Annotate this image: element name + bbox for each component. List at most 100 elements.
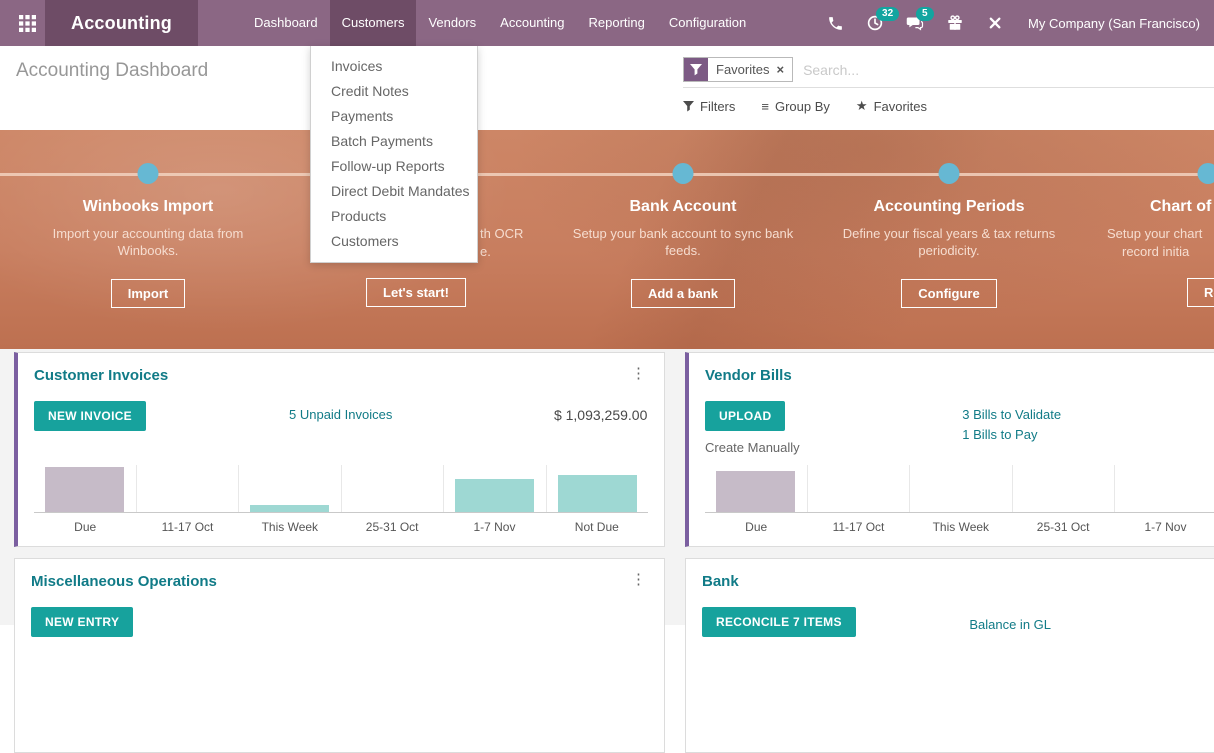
- menu-follow-up-reports[interactable]: Follow-up Reports: [311, 154, 477, 179]
- chart-bar: [558, 475, 637, 512]
- chart-bar: [455, 479, 534, 512]
- nav-vendors[interactable]: Vendors: [416, 0, 488, 46]
- step-ocr-text-fragment: th OCR: [480, 226, 523, 241]
- step-description: Define your fiscal years & tax returns p…: [830, 225, 1068, 259]
- add-a-bank-button[interactable]: Add a bank: [631, 279, 735, 308]
- chart-bar: [45, 467, 124, 512]
- misc-operations-card: Miscellaneous Operations ⋮ NEW ENTRY: [14, 558, 665, 753]
- menu-payments[interactable]: Payments: [311, 104, 477, 129]
- chart-axis-label: 25-31 Oct: [341, 520, 443, 534]
- search-facet-favorites[interactable]: Favorites ×: [683, 57, 793, 82]
- review-button[interactable]: Rev: [1187, 278, 1214, 307]
- step-ocr-text-fragment: e.: [480, 244, 491, 259]
- customers-dropdown-menu: Invoices Credit Notes Payments Batch Pay…: [310, 46, 478, 263]
- kebab-menu-icon[interactable]: ⋮: [629, 367, 648, 381]
- new-invoice-button[interactable]: NEW INVOICE: [34, 401, 146, 431]
- import-button[interactable]: Import: [111, 279, 185, 308]
- card-title[interactable]: Customer Invoices: [34, 367, 168, 384]
- chart-axis-label: This Week: [239, 520, 341, 534]
- main-menu: Dashboard Customers Vendors Accounting R…: [242, 0, 758, 46]
- kebab-menu-icon[interactable]: ⋮: [629, 573, 648, 587]
- messages-chat-icon[interactable]: 5: [900, 0, 930, 46]
- phone-icon[interactable]: [820, 0, 850, 46]
- bills-mini-chart: Due 11-17 Oct This Week 25-31 Oct 1-7 No…: [705, 465, 1214, 534]
- bills-to-pay-link[interactable]: 1 Bills to Pay: [962, 425, 1061, 445]
- chart-axis-label: 11-17 Oct: [807, 520, 909, 534]
- bank-card: Bank RECONCILE 7 ITEMS Balance in GL: [685, 558, 1214, 753]
- nav-accounting[interactable]: Accounting: [488, 0, 576, 46]
- filter-funnel-icon: [683, 101, 694, 112]
- step-dot: [939, 163, 960, 184]
- message-count-badge: 5: [916, 7, 934, 21]
- step-description: Import your accounting data from Winbook…: [29, 225, 267, 259]
- star-icon: ★: [856, 98, 868, 114]
- apps-grid-icon[interactable]: [0, 0, 44, 46]
- menu-products[interactable]: Products: [311, 204, 477, 229]
- step-dot: [1198, 163, 1214, 184]
- reconcile-items-button[interactable]: RECONCILE 7 ITEMS: [702, 607, 856, 637]
- nav-customers[interactable]: Customers: [330, 0, 417, 46]
- breadcrumb: Accounting Dashboard: [16, 60, 208, 82]
- step-description: Setup your bank account to sync bank fee…: [564, 225, 802, 259]
- app-brand[interactable]: Accounting: [45, 0, 198, 46]
- new-entry-button[interactable]: NEW ENTRY: [31, 607, 133, 637]
- configure-button[interactable]: Configure: [901, 279, 996, 308]
- unpaid-invoices-link[interactable]: 5 Unpaid Invoices: [289, 407, 392, 422]
- menu-invoices[interactable]: Invoices: [311, 54, 477, 79]
- menu-customers[interactable]: Customers: [311, 229, 477, 254]
- unpaid-invoices-amount: $ 1,093,259.00: [554, 407, 647, 423]
- step-bank-account: Bank Account Setup your bank account to …: [543, 198, 823, 308]
- chart-axis-label: Due: [705, 520, 807, 534]
- chart-axis-label: 11-17 Oct: [136, 520, 238, 534]
- onboarding-banner: Winbooks Import Import your accounting d…: [0, 130, 1214, 349]
- step-description-fragment: Setup your chart: [1107, 226, 1202, 241]
- menu-direct-debit-mandates[interactable]: Direct Debit Mandates: [311, 179, 477, 204]
- favorites-button[interactable]: ★ Favorites: [856, 98, 927, 114]
- nav-dashboard[interactable]: Dashboard: [242, 0, 330, 46]
- create-manually-link[interactable]: Create Manually: [705, 440, 909, 455]
- nav-reporting[interactable]: Reporting: [577, 0, 657, 46]
- group-by-icon: ≡: [761, 99, 769, 114]
- step-dot: [673, 163, 694, 184]
- chart-bar: [716, 471, 795, 512]
- search-controls: Filters ≡ Group By ★ Favorites: [683, 98, 927, 114]
- chart-axis-label: 1-7 Nov: [443, 520, 545, 534]
- chart-axis-label: 25-31 Oct: [1012, 520, 1114, 534]
- step-title: Winbooks Import: [8, 198, 288, 216]
- card-title[interactable]: Bank: [702, 573, 739, 590]
- chart-axis-label: 1-7 Nov: [1114, 520, 1214, 534]
- step-chart-of-accounts: Chart of: [1150, 198, 1211, 225]
- bills-to-validate-link[interactable]: 3 Bills to Validate: [962, 405, 1061, 425]
- dashboard-content: Customer Invoices ⋮ NEW INVOICE 5 Unpaid…: [0, 349, 1214, 625]
- chart-axis-label: Not Due: [546, 520, 648, 534]
- step-title: Chart of: [1150, 198, 1211, 216]
- step-title: Bank Account: [543, 198, 823, 216]
- card-title[interactable]: Miscellaneous Operations: [31, 573, 217, 590]
- step-dot: [138, 163, 159, 184]
- menu-batch-payments[interactable]: Batch Payments: [311, 129, 477, 154]
- gift-icon[interactable]: [940, 0, 970, 46]
- menu-credit-notes[interactable]: Credit Notes: [311, 79, 477, 104]
- facet-label: Favorites: [716, 62, 769, 77]
- search-bar: Favorites ×: [683, 56, 1214, 88]
- search-input[interactable]: [801, 61, 1214, 79]
- card-title[interactable]: Vendor Bills: [705, 367, 792, 384]
- lets-start-button[interactable]: Let's start!: [366, 278, 466, 307]
- invoices-mini-chart: Due 11-17 Oct This Week 25-31 Oct 1-7 No…: [34, 465, 648, 534]
- activities-clock-icon[interactable]: 32: [860, 0, 890, 46]
- onboarding-progress-line: [0, 173, 1214, 176]
- vendor-bills-card: Vendor Bills UPLOAD Create Manually 3 Bi…: [685, 352, 1214, 547]
- tools-icon[interactable]: [980, 0, 1010, 46]
- chart-axis-label: This Week: [910, 520, 1012, 534]
- upload-button[interactable]: UPLOAD: [705, 401, 785, 431]
- chart-bar: [250, 505, 329, 512]
- filters-button[interactable]: Filters: [683, 99, 735, 114]
- funnel-icon: [684, 58, 708, 81]
- facet-close-icon[interactable]: ×: [776, 62, 784, 77]
- nav-configuration[interactable]: Configuration: [657, 0, 758, 46]
- step-title: Accounting Periods: [809, 198, 1089, 216]
- group-by-button[interactable]: ≡ Group By: [761, 99, 830, 114]
- activity-count-badge: 32: [876, 7, 899, 21]
- company-switcher[interactable]: My Company (San Francisco): [1028, 16, 1200, 31]
- step-winbooks-import: Winbooks Import Import your accounting d…: [8, 198, 288, 308]
